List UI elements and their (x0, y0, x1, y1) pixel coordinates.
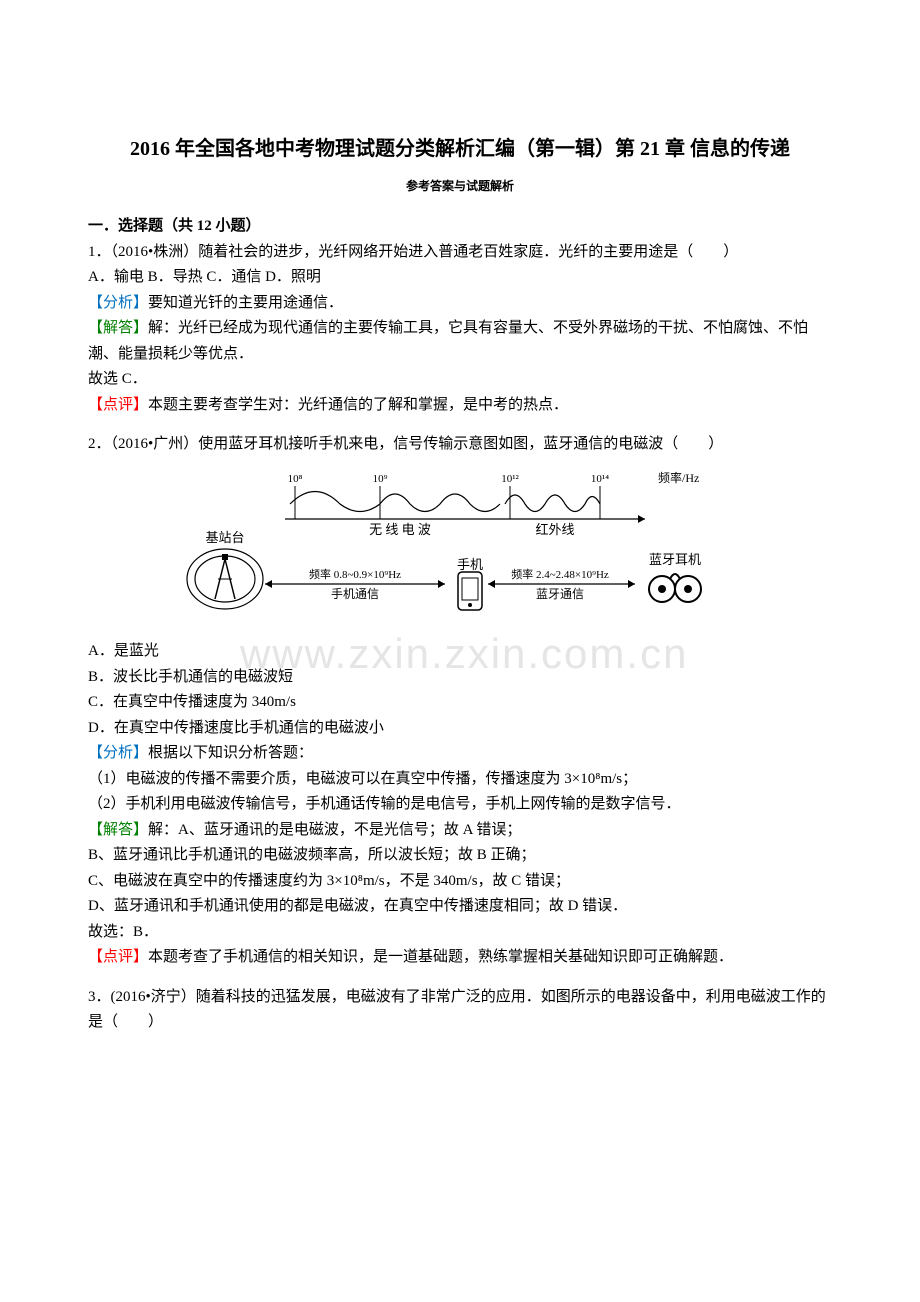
q2-answer-b: B、蓝牙通讯比手机通讯的电磁波频率高，所以波长短；故 B 正确； (88, 843, 832, 869)
q2-analysis-1: （1）电磁波的传播不需要介质，电磁波可以在真空中传播，传播速度为 3×10⁸m/… (88, 767, 832, 793)
left-freq-label: 频率 0.8~0.9×10⁹Hz (309, 567, 401, 581)
subtitle: 参考答案与试题解析 (88, 176, 832, 196)
base-station-label: 基站台 (205, 530, 244, 545)
q1-answer: 【解答】解：光纤已经成为现代通信的主要传输工具，它具有容量大、不受外界磁场的干扰… (88, 316, 832, 367)
q2-answer-d: D、蓝牙通讯和手机通讯使用的都是电磁波，在真空中传播速度相同；故 D 错误． (88, 894, 832, 920)
band-infrared-label: 红外线 (535, 522, 574, 537)
q1-analysis: 【分析】要知道光钎的主要用途通信． (88, 291, 832, 317)
q2-ans-a-text: 解：A、蓝牙通讯的是电磁波，不是光信号；故 A 错误； (148, 822, 521, 838)
analysis-label: 【分析】 (88, 295, 148, 311)
q1-options: A．输电 B．导热 C．通信 D．照明 (88, 265, 832, 291)
document-content: 2016 年全国各地中考物理试题分类解析汇编（第一辑）第 21 章 信息的传递 … (88, 130, 832, 1036)
q2-diagram: 10⁸ 10⁹ 10¹² 10¹⁴ 频率/Hz 无 线 电 波 红外线 基站台 (88, 464, 832, 634)
q1-answer-conclusion: 故选 C． (88, 367, 832, 393)
tick-4: 10¹⁴ (591, 473, 609, 485)
q2-option-c: C．在真空中传播速度为 340m/s (88, 690, 832, 716)
freq-axis-label: 频率/Hz (658, 470, 699, 485)
tick-1: 10⁸ (288, 473, 303, 485)
q2-option-b: B．波长比手机通信的电磁波短 (88, 665, 832, 691)
q2-review: 【点评】本题考查了手机通信的相关知识，是一道基础题，熟练掌握相关基础知识即可正确… (88, 945, 832, 971)
q3-stem: 3．(2016•济宁）随着科技的迅猛发展，电磁波有了非常广泛的应用．如图所示的电… (88, 985, 832, 1036)
q2-stem: 2．（2016•广州）使用蓝牙耳机接听手机来电，信号传输示意图如图，蓝牙通信的电… (88, 432, 832, 458)
section-heading: 一．选择题（共 12 小题） (88, 214, 832, 240)
q2-answer-final: 故选：B． (88, 920, 832, 946)
review-label: 【点评】 (88, 397, 148, 413)
answer-label: 【解答】 (88, 822, 148, 838)
band-radio-label: 无 线 电 波 (369, 522, 431, 537)
right-freq-label: 频率 2.4~2.48×10⁹Hz (511, 567, 609, 581)
q2-analysis-2: （2）手机利用电磁波传输信号，手机通话传输的是电信号，手机上网传输的是数字信号． (88, 792, 832, 818)
q2-analysis: 【分析】根据以下知识分析答题： (88, 741, 832, 767)
main-title: 2016 年全国各地中考物理试题分类解析汇编（第一辑）第 21 章 信息的传递 (88, 130, 832, 168)
q1-analysis-text: 要知道光钎的主要用途通信． (148, 295, 343, 311)
answer-label: 【解答】 (88, 320, 148, 336)
q1-review: 【点评】本题主要考查学生对：光纤通信的了解和掌握，是中考的热点． (88, 393, 832, 419)
q2-analysis-0: 根据以下知识分析答题： (148, 745, 313, 761)
q2-option-d: D．在真空中传播速度比手机通信的电磁波小 (88, 716, 832, 742)
bluetooth-label: 蓝牙耳机 (649, 552, 701, 567)
q2-answer-a: 【解答】解：A、蓝牙通讯的是电磁波，不是光信号；故 A 错误； (88, 818, 832, 844)
review-label: 【点评】 (88, 949, 148, 965)
q1-stem: 1．（2016•株洲）随着社会的进步，光纤网络开始进入普通老百姓家庭．光纤的主要… (88, 240, 832, 266)
left-comm-label: 手机通信 (331, 587, 379, 601)
q2-review-text: 本题考查了手机通信的相关知识，是一道基础题，熟练掌握相关基础知识即可正确解题． (148, 949, 733, 965)
q1-answer-text1: 解：光纤已经成为现代通信的主要传输工具，它具有容量大、不受外界磁场的干扰、不怕腐… (88, 320, 808, 362)
q1-review-text: 本题主要考查学生对：光纤通信的了解和掌握，是中考的热点． (148, 397, 568, 413)
tick-2: 10⁹ (373, 473, 388, 485)
q2-answer-c: C、电磁波在真空中的传播速度约为 3×10⁸m/s，不是 340m/s，故 C … (88, 869, 832, 895)
phone-label: 手机 (457, 557, 483, 572)
q2-option-a: A．是蓝光 (88, 639, 832, 665)
analysis-label: 【分析】 (88, 745, 148, 761)
right-comm-label: 蓝牙通信 (536, 587, 584, 601)
tick-3: 10¹² (501, 473, 519, 485)
